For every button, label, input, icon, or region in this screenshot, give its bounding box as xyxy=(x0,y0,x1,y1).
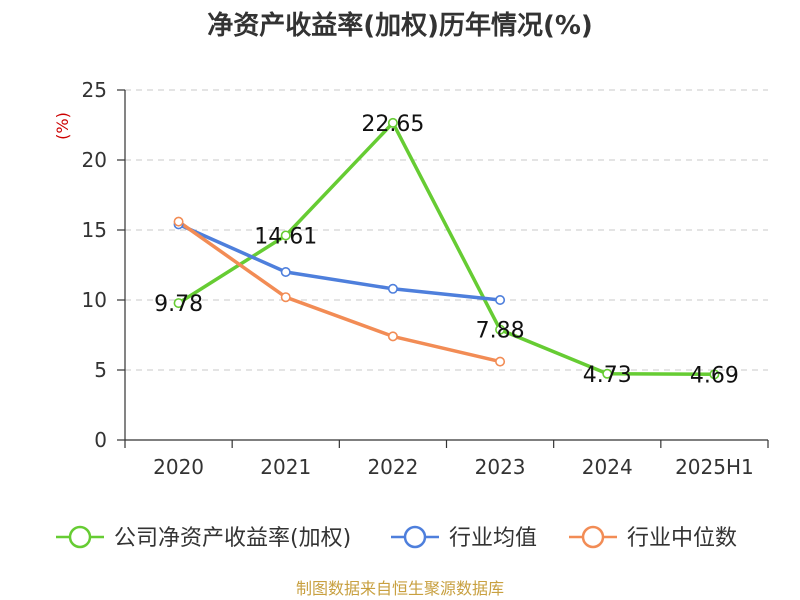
legend-marker-icon xyxy=(581,525,605,549)
x-tick-label: 2024 xyxy=(582,455,633,479)
series-line-0 xyxy=(177,121,715,377)
series-lines xyxy=(173,117,720,380)
data-labels: 9.78 14.61 22.65 7.88 4.73 4.69 xyxy=(154,112,739,388)
axes: 0 5 10 15 20 25 2020 2021 2022 2023 2024 2025H1 xyxy=(82,78,769,479)
data-label: 7.88 xyxy=(476,319,525,344)
y-tick-label: 15 xyxy=(82,218,107,242)
legend-label: 行业均值 xyxy=(449,526,537,551)
y-tick-label: 0 xyxy=(94,428,107,452)
y-tick-label: 25 xyxy=(82,78,107,102)
legend: 公司净资产收益率(加权) 行业均值 行业中位数 xyxy=(56,525,737,551)
series-0-point xyxy=(709,369,720,380)
y-tick-label: 5 xyxy=(94,358,107,382)
x-tick-label: 2025H1 xyxy=(675,455,754,479)
series-0-point xyxy=(173,298,184,309)
x-tick-label: 2020 xyxy=(153,455,204,479)
data-label: 22.65 xyxy=(361,112,424,137)
data-label: 9.78 xyxy=(154,292,203,317)
source-note: 制图数据来自恒生聚源数据库 xyxy=(296,579,504,598)
series-0-point xyxy=(280,230,291,241)
series-line-2 xyxy=(177,220,501,364)
legend-marker-icon xyxy=(403,525,427,549)
chart-title: 净资产收益率(加权)历年情况(%) xyxy=(207,10,593,41)
y-tick-label: 10 xyxy=(82,288,107,312)
legend-label: 公司净资产收益率(加权) xyxy=(114,526,351,551)
series-0-point xyxy=(495,324,506,335)
data-label: 14.61 xyxy=(254,224,317,249)
y-axis-unit-label: (%) xyxy=(53,112,72,140)
data-label: 4.73 xyxy=(583,363,632,388)
series-0-point xyxy=(602,368,613,379)
x-tick-label: 2023 xyxy=(475,455,526,479)
x-tick-label: 2021 xyxy=(260,455,311,479)
series-1-point xyxy=(495,294,506,305)
series-1-point xyxy=(387,283,398,294)
x-tick-label: 2022 xyxy=(367,455,418,479)
series-2-point xyxy=(280,292,291,303)
series-line-1 xyxy=(177,222,501,302)
legend-label: 行业中位数 xyxy=(627,526,737,551)
legend-marker-icon xyxy=(68,525,92,549)
series-2-point xyxy=(495,356,506,367)
series-2-point xyxy=(173,216,184,227)
series-1-point xyxy=(280,266,291,277)
series-2-point xyxy=(387,331,398,342)
series-0-point xyxy=(387,117,398,128)
data-label: 4.69 xyxy=(690,363,739,388)
y-tick-label: 20 xyxy=(82,148,107,172)
